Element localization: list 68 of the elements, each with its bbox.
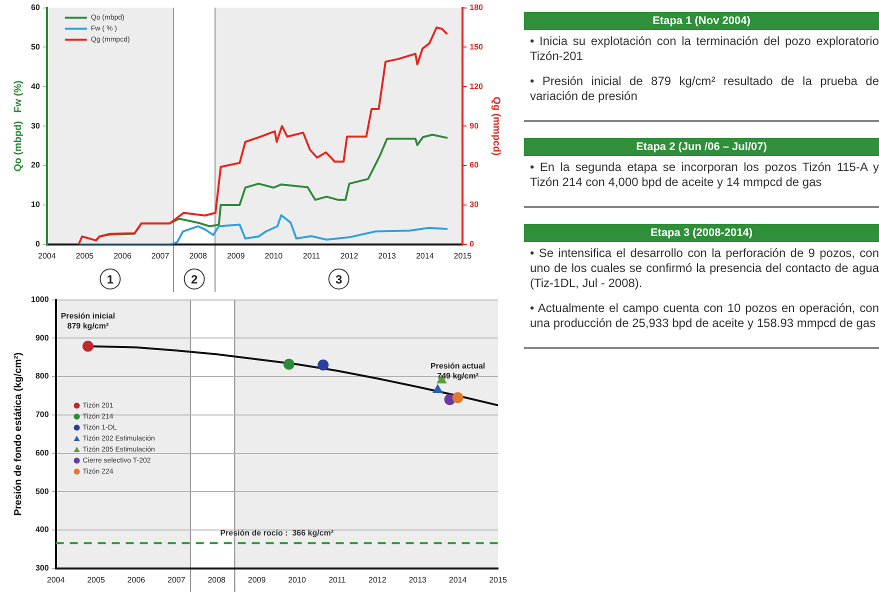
y-axis-title: Qo (mbpd) Fw (%) [12,80,24,172]
x-tick-label: 2010 [264,251,284,260]
y-tick-label: 700 [35,410,50,420]
text: • Presión inicial de 879 kg/cm² resultado de la prueba de variación de presión [530,74,879,104]
x-tick-label: 2015 [454,251,472,260]
y-tick-label: 500 [35,486,50,496]
y2-tick-label: 90 [470,121,480,130]
x-tick-label: 2010 [288,575,306,584]
y-tick-label: 300 [35,564,50,573]
x-tick-label: 2007 [168,575,186,584]
y2-tick-label: 0 [470,240,475,249]
x-tick-label: 2005 [76,251,94,260]
x-tick-label: 2011 [302,251,321,260]
y2-tick-label: 30 [470,200,480,210]
ref-line-label: Presión de rocío : 366 kg/cm² [220,528,334,538]
x-tick-label: 2004 [38,251,56,260]
x-tick-label: 2014 [448,575,468,584]
y-tick-label: 40 [30,82,40,91]
band-label: 3 [336,272,343,286]
point [283,358,294,370]
x-tick-label: 2009 [248,575,266,584]
y-tick-label: 60 [30,3,40,12]
point [432,384,443,393]
y2-tick-label: 150 [470,42,484,52]
x-tick-label: 2014 [416,251,434,260]
y-tick-label: 50 [30,42,40,52]
band-label: 2 [190,272,198,286]
y2-tick-label: 60 [470,160,480,170]
x-tick-label: 2006 [127,575,146,584]
y2-axis-title: Qg (mmpcd) [490,96,502,156]
x-tick-label: 2008 [208,575,226,584]
annotation: Presión actual 749 kg/cm² [430,361,486,380]
x-tick-label: 2004 [46,575,66,584]
text: Etapa 3 (2008-2014) [524,224,879,242]
point [318,360,329,371]
annotation: Presión inicial 879 kg/cm² [60,311,116,330]
y-axis-title: Presión de fondo estática (kg/cm²) [12,352,24,516]
text: • Se intensifica el desarrollo con la perforación de 9 pozos, con uno de los cuales se confirmó la presencia del contacto de agua (Tiz-1DL, Jul - 2008). [530,246,879,291]
point [452,392,464,404]
band-label: 1 [106,272,114,286]
y-tick-label: 1000 [31,295,50,304]
text: Etapa 2 (Jun /06 – Jul/07) [524,138,879,156]
y-tick-label: 10 [30,200,40,210]
x-tick-label: 2005 [87,575,106,584]
text: • En la segunda etapa se incorporan los pozos Tizón 115-A y Tizón 214 con 4,000 bpd de aceite y 14 mmpcd de gas [530,160,879,190]
y2-tick-label: 180 [470,3,484,12]
x-tick-label: 2009 [226,251,246,260]
y-tick-label: 30 [30,121,40,130]
x-tick-label: 2008 [189,251,208,260]
x-tick-label: 2012 [340,251,359,260]
text: • Actualmente el campo cuenta con 10 pozos en operación, con una producción de 25,933 bpd de aceite y 158.93 mmpcd de gas [530,301,879,331]
point [82,340,94,352]
y2-tick-label: 120 [470,82,484,91]
x-tick-label: 2015 [489,575,508,584]
x-tick-label: 2007 [151,251,170,260]
y-tick-label: 400 [35,525,50,534]
text: • Inicia su explotación con la terminación del pozo exploratorio Tizón-201 [530,34,879,64]
x-tick-label: 2013 [408,575,428,584]
x-tick-label: 2006 [114,251,132,260]
text: Etapa 1 (Nov 2004) [524,12,879,30]
y-tick-label: 900 [35,333,50,342]
y-tick-label: 600 [35,448,50,458]
y-tick-label: 0 [35,240,40,249]
y-tick-label: 800 [35,372,50,381]
y-tick-label: 20 [30,160,40,170]
x-tick-label: 2013 [378,251,397,260]
x-tick-label: 2011 [328,575,346,584]
x-tick-label: 2012 [368,575,387,584]
